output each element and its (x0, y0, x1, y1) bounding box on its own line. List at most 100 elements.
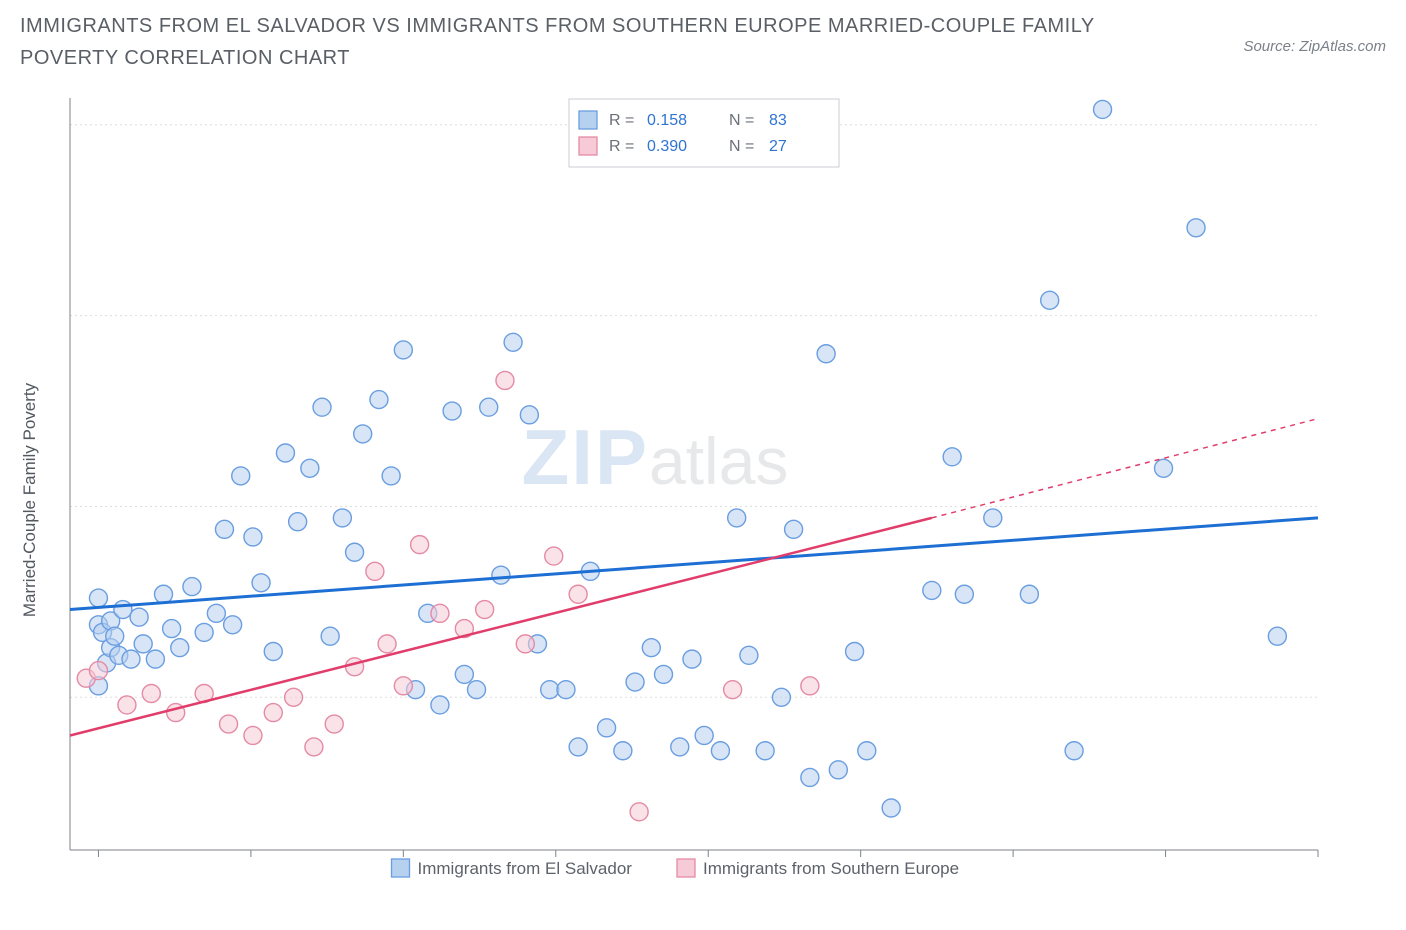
scatter-point (468, 681, 486, 699)
scatter-point (134, 635, 152, 653)
legend-n-value: 27 (769, 138, 787, 155)
scatter-point (695, 726, 713, 744)
scatter-point (305, 738, 323, 756)
svg-text:ZIP: ZIP (522, 413, 649, 501)
scatter-point (642, 639, 660, 657)
legend-n-value: 83 (769, 112, 787, 129)
scatter-point (520, 406, 538, 424)
scatter-point (557, 681, 575, 699)
scatter-point (333, 509, 351, 527)
scatter-point (301, 459, 319, 477)
scatter-point (207, 604, 225, 622)
legend-r-label: R = (609, 138, 634, 155)
scatter-point (106, 627, 124, 645)
scatter-point (252, 574, 270, 592)
scatter-point (244, 726, 262, 744)
scatter-point (1187, 219, 1205, 237)
scatter-point (394, 341, 412, 359)
scatter-point (545, 547, 563, 565)
scatter-point (724, 681, 742, 699)
scatter-point (955, 585, 973, 603)
legend-n-label: N = (729, 138, 754, 155)
scatter-point (846, 643, 864, 661)
scatter-point (614, 742, 632, 760)
scatter-point (443, 402, 461, 420)
scatter-point (569, 738, 587, 756)
scatter-point (394, 677, 412, 695)
scatter-point (146, 650, 164, 668)
scatter-point (289, 513, 307, 531)
legend-r-value: 0.158 (647, 112, 687, 129)
y-axis-label: Married-Couple Family Poverty (20, 383, 40, 617)
scatter-point (829, 761, 847, 779)
scatter-point (923, 581, 941, 599)
scatter-point (89, 662, 107, 680)
legend-swatch (579, 137, 597, 155)
legend-r-value: 0.390 (647, 138, 687, 155)
scatter-point (264, 643, 282, 661)
scatter-point (382, 467, 400, 485)
scatter-point (496, 371, 514, 389)
chart-title: IMMIGRANTS FROM EL SALVADOR VS IMMIGRANT… (20, 10, 1120, 74)
scatter-point (224, 616, 242, 634)
scatter-point (1041, 291, 1059, 309)
legend-series-label: Immigrants from Southern Europe (703, 859, 959, 878)
scatter-point (858, 742, 876, 760)
scatter-point (346, 658, 364, 676)
scatter-point (130, 608, 148, 626)
scatter-point (220, 715, 238, 733)
source-credit: Source: ZipAtlas.com (1243, 10, 1386, 55)
scatter-point (1094, 100, 1112, 118)
scatter-point (325, 715, 343, 733)
scatter-point (671, 738, 689, 756)
trend-line-extrapolated (932, 419, 1318, 518)
scatter-point (1155, 459, 1173, 477)
scatter-point (516, 635, 534, 653)
scatter-point (89, 589, 107, 607)
scatter-point (630, 803, 648, 821)
scatter-point (569, 585, 587, 603)
scatter-point (142, 684, 160, 702)
scatter-point (431, 696, 449, 714)
legend-swatch (677, 859, 695, 877)
scatter-point (276, 444, 294, 462)
scatter-point (1020, 585, 1038, 603)
scatter-point (370, 391, 388, 409)
scatter-point (728, 509, 746, 527)
legend-r-label: R = (609, 112, 634, 129)
scatter-point (183, 578, 201, 596)
scatter-point (354, 425, 372, 443)
scatter-point (598, 719, 616, 737)
scatter-point (626, 673, 644, 691)
scatter-point (476, 601, 494, 619)
scatter-point (171, 639, 189, 657)
scatter-point (118, 696, 136, 714)
scatter-point (411, 536, 429, 554)
scatter-point (366, 562, 384, 580)
legend-n-label: N = (729, 112, 754, 129)
scatter-point (801, 677, 819, 695)
legend-series-label: Immigrants from El Salvador (418, 859, 633, 878)
scatter-point (215, 520, 233, 538)
scatter-point (882, 799, 900, 817)
scatter-point (455, 665, 473, 683)
chart-area: Married-Couple Family Poverty ZIPatlas R … (20, 90, 1386, 910)
scatter-point (785, 520, 803, 538)
scatter-point (285, 688, 303, 706)
scatter-point (195, 623, 213, 641)
scatter-point (163, 620, 181, 638)
scatter-point (154, 585, 172, 603)
scatter-point (504, 333, 522, 351)
scatter-point (541, 681, 559, 699)
scatter-point (313, 398, 331, 416)
scatter-point (378, 635, 396, 653)
scatter-point (122, 650, 140, 668)
svg-text:atlas: atlas (649, 424, 788, 498)
scatter-point (683, 650, 701, 668)
scatter-point (346, 543, 364, 561)
scatter-point (480, 398, 498, 416)
scatter-point (1065, 742, 1083, 760)
scatter-point (801, 768, 819, 786)
scatter-point (1268, 627, 1286, 645)
scatter-point (756, 742, 774, 760)
